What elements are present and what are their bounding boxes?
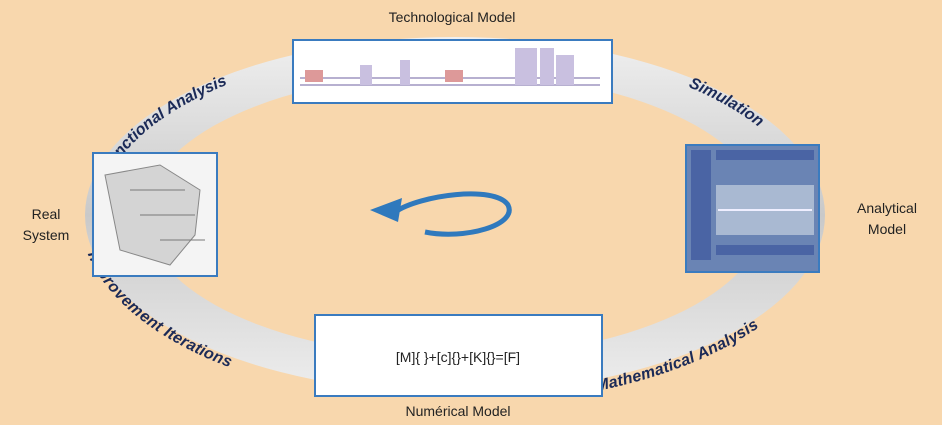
node-label: Analytical [857, 200, 917, 216]
node-label: Technological Model [389, 9, 516, 25]
node-label: System [23, 227, 70, 243]
node-label: Model [868, 221, 906, 237]
diagram: Functional Analysis Simulation Mathemati… [0, 0, 942, 425]
page: Functional Analysis Simulation Mathemati… [0, 0, 942, 425]
technological-image [293, 40, 612, 103]
real-system-image [93, 153, 217, 276]
analytical-image [686, 145, 819, 272]
equation: [M]{ }+[c]{}+[K]{}=[F] [396, 349, 520, 365]
node-label: Real [32, 206, 61, 222]
node-label: Numérical Model [405, 403, 510, 419]
